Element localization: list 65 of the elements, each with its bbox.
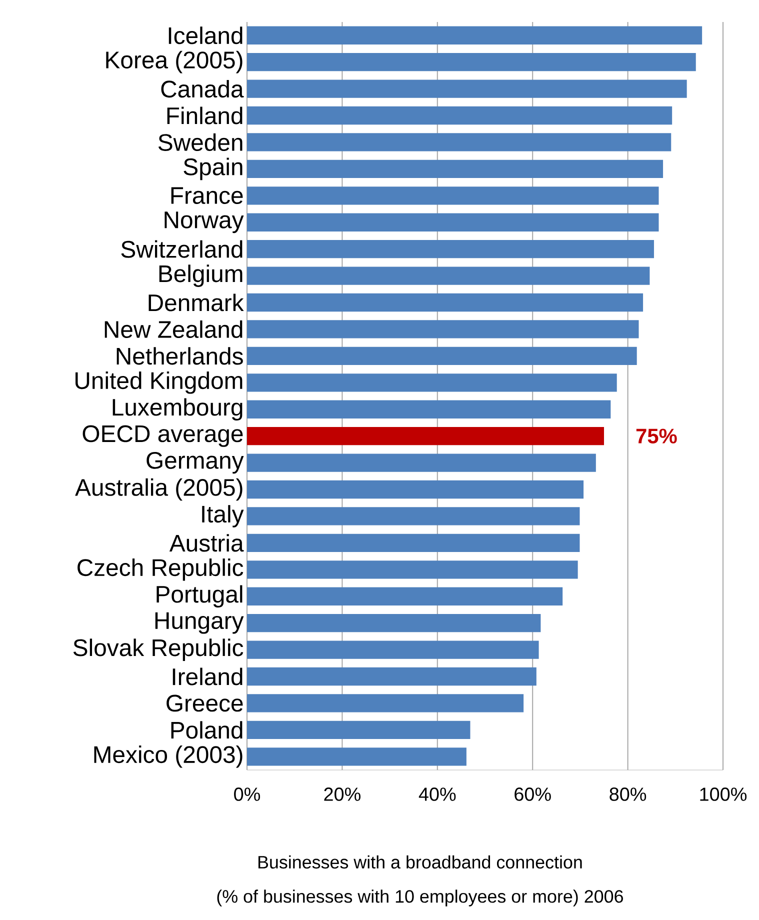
y-tick-label: Netherlands	[116, 347, 243, 365]
y-tick-label: Slovak Republic	[73, 638, 244, 661]
bar	[247, 748, 466, 766]
y-tick-label: Canada	[161, 80, 244, 98]
y-tick-label: Denmark	[148, 294, 244, 312]
y-tick-label: Spain	[184, 158, 242, 180]
x-tick-label: 40%	[418, 788, 456, 801]
y-tick-label: Austria	[169, 534, 244, 552]
y-tick-label: Iceland	[168, 26, 242, 44]
x-tick-label: 20%	[324, 788, 360, 801]
data-label: 75%	[636, 428, 677, 444]
bar	[247, 560, 578, 579]
bar	[247, 694, 524, 712]
y-tick-label: Belgium	[159, 264, 242, 287]
bar	[247, 720, 470, 740]
bar	[247, 52, 696, 72]
bar	[247, 240, 654, 258]
bar	[247, 186, 659, 205]
y-tick-label: Hungary	[155, 612, 244, 634]
y-tick-label: New Zealand	[104, 320, 242, 338]
bar	[247, 454, 596, 472]
y-tick-label: Greece	[166, 694, 243, 712]
bar	[247, 667, 536, 686]
y-tick-label: Switzerland	[121, 240, 242, 258]
y-tick-label: Czech Republic	[78, 558, 244, 581]
bar	[247, 374, 617, 392]
bar	[247, 426, 604, 446]
x-tick-label: 80%	[610, 788, 646, 801]
y-tick-label: Mexico (2003)	[94, 746, 242, 768]
bar	[247, 266, 650, 285]
y-tick-label: Sweden	[158, 133, 242, 151]
bar	[247, 106, 672, 125]
bar	[247, 534, 580, 552]
y-tick-label: Italy	[202, 505, 244, 528]
bar	[247, 213, 659, 232]
y-tick-label: Finland	[167, 106, 242, 124]
bar	[247, 400, 611, 418]
bar	[247, 640, 539, 659]
x-tick-label: 60%	[514, 788, 551, 801]
bar	[247, 26, 702, 44]
y-tick-label: France	[171, 187, 243, 204]
bar	[247, 346, 637, 366]
y-tick-label: Australia (2005)	[75, 478, 242, 501]
x-axis-title: Businesses with a broadband connection	[258, 855, 582, 869]
x-tick-label: 100%	[700, 788, 747, 801]
bar	[247, 507, 580, 526]
y-tick-label: Korea (2005)	[106, 50, 242, 74]
y-tick-label: Portugal	[156, 585, 242, 608]
bar	[247, 80, 687, 98]
x-tick-label: 0%	[234, 788, 260, 801]
bar	[247, 320, 639, 338]
text: (% of businesses with 10 employees or more) 2006	[217, 890, 623, 906]
bar	[247, 160, 664, 178]
bar	[247, 293, 644, 312]
bar	[247, 133, 672, 152]
y-tick-label: OECD average	[82, 425, 243, 447]
y-tick-label: Poland	[171, 721, 242, 739]
bar	[247, 480, 584, 499]
bar	[247, 587, 563, 606]
y-tick-label: United Kingdom	[76, 372, 242, 394]
y-tick-label: Ireland	[172, 668, 242, 686]
bar	[247, 614, 541, 632]
y-tick-label: Luxembourg	[112, 398, 242, 421]
y-tick-label: Norway	[164, 212, 244, 234]
y-tick-label: Germany	[146, 452, 244, 474]
